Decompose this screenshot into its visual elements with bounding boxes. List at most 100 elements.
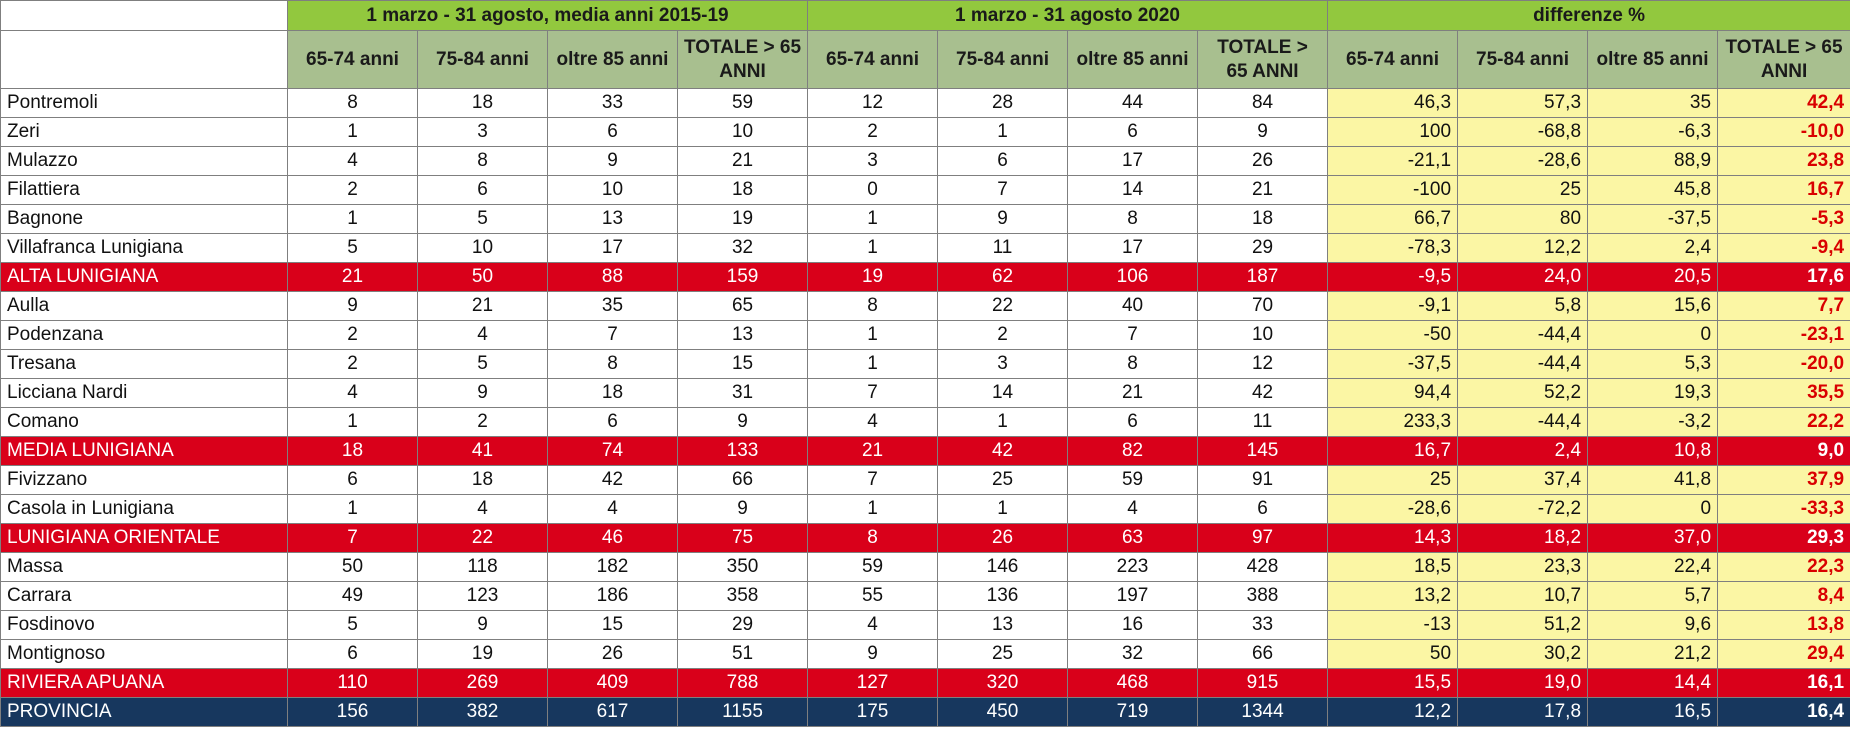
diff-cell[interactable]: 10,7 [1457, 581, 1589, 611]
y2020-cell[interactable]: 9 [937, 204, 1069, 234]
diff-cell[interactable]: -44,4 [1457, 320, 1589, 350]
avg-cell[interactable]: 8 [547, 349, 678, 379]
y2020-cell[interactable]: 25 [937, 639, 1069, 669]
y2020-cell[interactable]: 28 [937, 88, 1069, 118]
diff-cell[interactable]: 80 [1457, 204, 1589, 234]
avg-cell[interactable]: 74 [547, 436, 678, 466]
diff-cell[interactable]: 46,3 [1327, 88, 1459, 118]
avg-cell[interactable]: 65 [676, 291, 809, 321]
avg-cell[interactable]: 42 [547, 465, 678, 495]
y2020-cell[interactable]: 70 [1197, 291, 1329, 321]
y2020-cell[interactable]: 55 [807, 581, 939, 611]
blank-corner-cell[interactable] [0, 0, 288, 31]
y2020-cell[interactable]: 12 [807, 88, 939, 118]
diff-cell[interactable]: 19,3 [1587, 378, 1719, 408]
y2020-cell[interactable]: 0 [807, 175, 939, 205]
col-header-avg-totale[interactable]: TOTALE > 65 ANNI [676, 30, 809, 89]
group-header-diff[interactable]: differenze % [1327, 0, 1850, 31]
y2020-cell[interactable]: 17 [1067, 233, 1199, 263]
avg-cell[interactable]: 18 [547, 378, 678, 408]
y2020-cell[interactable]: 33 [1197, 610, 1329, 640]
diff-cell[interactable]: 17,6 [1717, 262, 1850, 292]
avg-cell[interactable]: 9 [547, 146, 678, 176]
row-name-cell[interactable]: Fivizzano [0, 465, 288, 495]
diff-cell[interactable]: 20,5 [1587, 262, 1719, 292]
y2020-cell[interactable]: 42 [1197, 378, 1329, 408]
y2020-cell[interactable]: 320 [937, 668, 1069, 698]
avg-cell[interactable]: 41 [417, 436, 548, 466]
avg-cell[interactable]: 788 [676, 668, 809, 698]
y2020-cell[interactable]: 14 [1067, 175, 1199, 205]
avg-cell[interactable]: 15 [547, 610, 678, 640]
y2020-cell[interactable]: 1 [807, 204, 939, 234]
avg-cell[interactable]: 5 [417, 349, 548, 379]
row-name-cell[interactable]: Comano [0, 407, 288, 437]
avg-cell[interactable]: 7 [547, 320, 678, 350]
avg-cell[interactable]: 8 [417, 146, 548, 176]
y2020-cell[interactable]: 136 [937, 581, 1069, 611]
y2020-cell[interactable]: 6 [937, 146, 1069, 176]
diff-cell[interactable]: 2,4 [1457, 436, 1589, 466]
diff-cell[interactable]: 21,2 [1587, 639, 1719, 669]
diff-cell[interactable]: -21,1 [1327, 146, 1459, 176]
diff-cell[interactable]: 37,9 [1717, 465, 1850, 495]
diff-cell[interactable]: 14,3 [1327, 523, 1459, 553]
diff-cell[interactable]: 16,7 [1717, 175, 1850, 205]
avg-cell[interactable]: 9 [417, 378, 548, 408]
y2020-cell[interactable]: 11 [937, 233, 1069, 263]
diff-cell[interactable]: -3,2 [1587, 407, 1719, 437]
avg-cell[interactable]: 6 [417, 175, 548, 205]
row-name-cell[interactable]: RIVIERA APUANA [0, 668, 288, 698]
avg-cell[interactable]: 50 [417, 262, 548, 292]
row-name-cell[interactable]: Filattiera [0, 175, 288, 205]
y2020-cell[interactable]: 21 [1067, 378, 1199, 408]
avg-cell[interactable]: 18 [676, 175, 809, 205]
y2020-cell[interactable]: 7 [807, 378, 939, 408]
y2020-cell[interactable]: 1 [937, 117, 1069, 147]
col-header-diff-65-74[interactable]: 65-74 anni [1327, 30, 1459, 89]
avg-cell[interactable]: 409 [547, 668, 678, 698]
y2020-cell[interactable]: 1 [807, 233, 939, 263]
y2020-cell[interactable]: 91 [1197, 465, 1329, 495]
y2020-cell[interactable]: 21 [1197, 175, 1329, 205]
y2020-cell[interactable]: 9 [1197, 117, 1329, 147]
y2020-cell[interactable]: 18 [1197, 204, 1329, 234]
diff-cell[interactable]: 100 [1327, 117, 1459, 147]
diff-cell[interactable]: -37,5 [1587, 204, 1719, 234]
row-name-cell[interactable]: Podenzana [0, 320, 288, 350]
group-header-avg[interactable]: 1 marzo - 31 agosto, media anni 2015-19 [286, 0, 809, 31]
y2020-cell[interactable]: 4 [1067, 494, 1199, 524]
diff-cell[interactable]: 13,8 [1717, 610, 1850, 640]
diff-cell[interactable]: 29,3 [1717, 523, 1850, 553]
diff-cell[interactable]: -78,3 [1327, 233, 1459, 263]
avg-cell[interactable]: 32 [676, 233, 809, 263]
y2020-cell[interactable]: 2 [937, 320, 1069, 350]
y2020-cell[interactable]: 59 [807, 552, 939, 582]
y2020-cell[interactable]: 428 [1197, 552, 1329, 582]
y2020-cell[interactable]: 1 [807, 349, 939, 379]
avg-cell[interactable]: 8 [287, 88, 418, 118]
diff-cell[interactable]: 37,4 [1457, 465, 1589, 495]
avg-cell[interactable]: 7 [287, 523, 418, 553]
avg-cell[interactable]: 18 [417, 465, 548, 495]
avg-cell[interactable]: 182 [547, 552, 678, 582]
diff-cell[interactable]: 50 [1327, 639, 1459, 669]
avg-cell[interactable]: 75 [676, 523, 809, 553]
avg-cell[interactable]: 1 [287, 204, 418, 234]
diff-cell[interactable]: 24,0 [1457, 262, 1589, 292]
diff-cell[interactable]: 8,4 [1717, 581, 1850, 611]
row-name-cell[interactable]: Montignoso [0, 639, 288, 669]
diff-cell[interactable]: -28,6 [1327, 494, 1459, 524]
diff-cell[interactable]: 13,2 [1327, 581, 1459, 611]
diff-cell[interactable]: -100 [1327, 175, 1459, 205]
diff-cell[interactable]: 5,8 [1457, 291, 1589, 321]
diff-cell[interactable]: 18,2 [1457, 523, 1589, 553]
avg-cell[interactable]: 10 [676, 117, 809, 147]
avg-cell[interactable]: 2 [287, 349, 418, 379]
col-header-avg-65-74[interactable]: 65-74 anni [287, 30, 418, 89]
avg-cell[interactable]: 4 [547, 494, 678, 524]
y2020-cell[interactable]: 1 [937, 407, 1069, 437]
y2020-cell[interactable]: 6 [1067, 407, 1199, 437]
avg-cell[interactable]: 21 [417, 291, 548, 321]
y2020-cell[interactable]: 22 [937, 291, 1069, 321]
